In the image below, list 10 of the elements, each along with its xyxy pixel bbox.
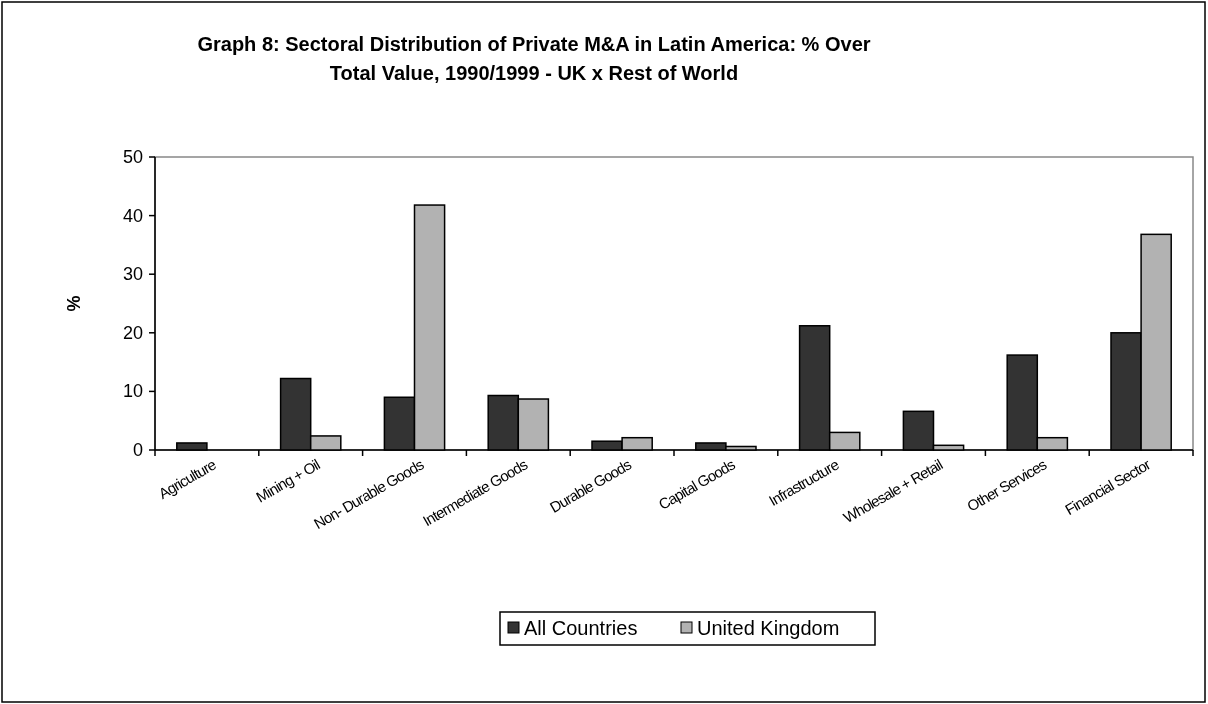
- y-tick-label: 0: [132, 440, 143, 460]
- y-tick-label: 10: [122, 381, 143, 402]
- y-tick-label: 40: [122, 205, 143, 226]
- y-axis-title: %: [64, 295, 84, 312]
- legend-label: United Kingdom: [697, 617, 840, 639]
- legend-label: All Countries: [524, 617, 638, 639]
- chart-title: Graph 8: Sectoral Distribution of Private M&A in Latin America: % Over Total Value, 1990/1999 - UK x Rest of World: [197, 33, 871, 84]
- y-tick-label: 30: [122, 264, 143, 285]
- y-tick-label: 20: [122, 322, 143, 343]
- y-tick-label: 50: [122, 147, 143, 167]
